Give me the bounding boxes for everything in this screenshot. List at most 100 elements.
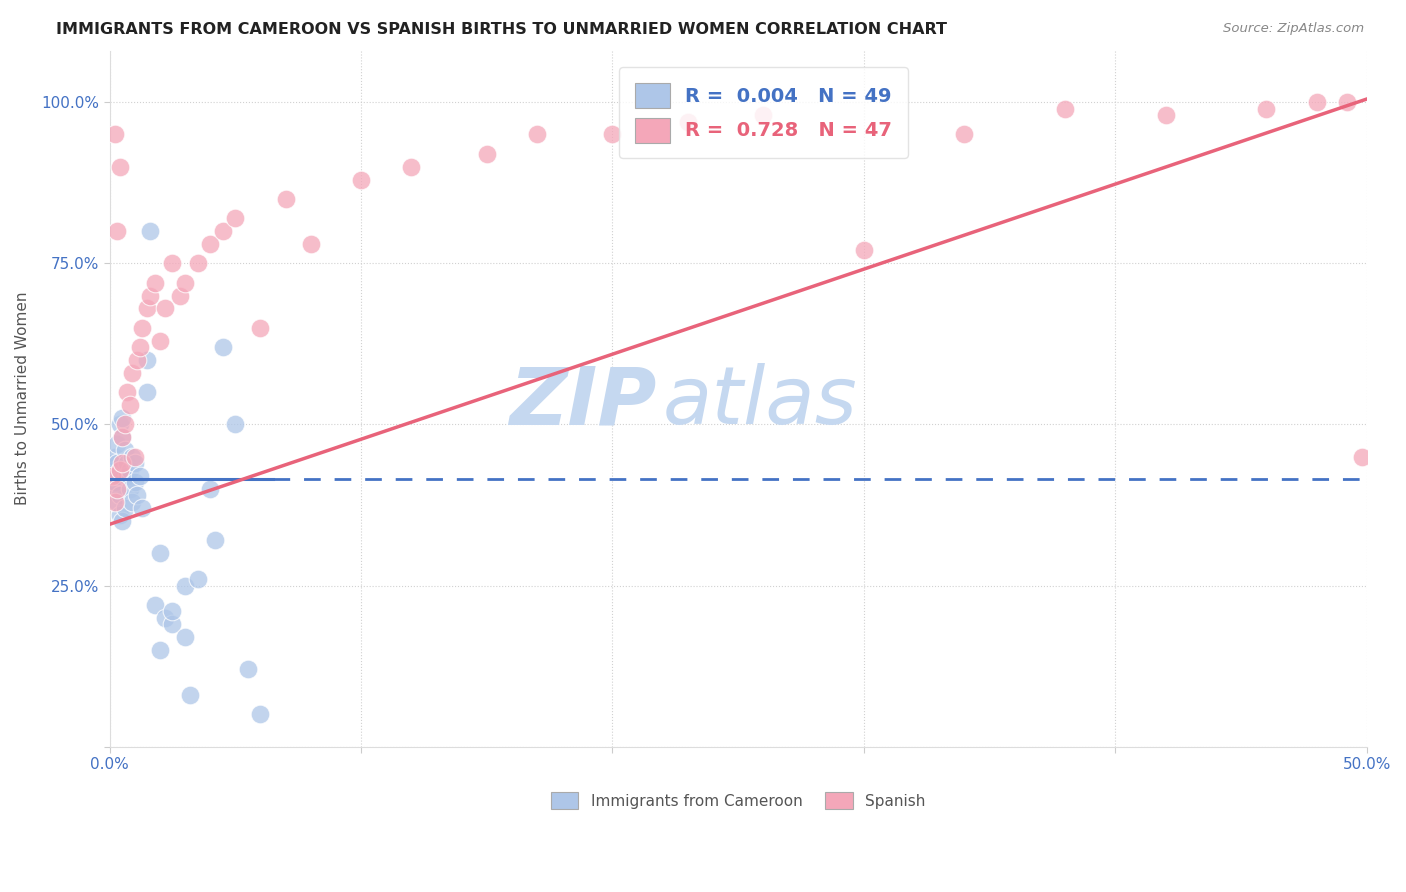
Point bbox=[105, 437, 128, 451]
Point bbox=[1305, 95, 1327, 110]
Point bbox=[249, 320, 271, 334]
Point bbox=[526, 128, 548, 142]
Point bbox=[1256, 102, 1278, 116]
Point bbox=[103, 495, 125, 509]
Point bbox=[118, 482, 141, 496]
Point bbox=[136, 353, 159, 368]
Point bbox=[149, 546, 172, 560]
Point bbox=[136, 385, 159, 400]
Point bbox=[169, 288, 191, 302]
Point bbox=[103, 475, 125, 490]
Point bbox=[124, 475, 146, 490]
Point bbox=[103, 128, 125, 142]
Point bbox=[136, 301, 159, 316]
Point bbox=[105, 456, 128, 470]
Point bbox=[108, 462, 131, 476]
Point bbox=[105, 224, 128, 238]
Point bbox=[236, 662, 259, 676]
Point bbox=[162, 604, 184, 618]
Point bbox=[186, 256, 208, 270]
Point bbox=[111, 411, 134, 425]
Point bbox=[115, 456, 138, 470]
Point bbox=[153, 611, 176, 625]
Point bbox=[105, 495, 128, 509]
Point bbox=[128, 469, 150, 483]
Point bbox=[149, 643, 172, 657]
Point bbox=[174, 578, 197, 592]
Point bbox=[1154, 108, 1177, 122]
Point bbox=[224, 211, 246, 226]
Point bbox=[211, 340, 233, 354]
Point bbox=[179, 688, 201, 702]
Point bbox=[198, 482, 221, 496]
Point bbox=[139, 288, 162, 302]
Point bbox=[1336, 95, 1358, 110]
Point bbox=[114, 501, 136, 516]
Text: atlas: atlas bbox=[662, 363, 858, 442]
Point bbox=[124, 456, 146, 470]
Point bbox=[274, 192, 297, 206]
Point bbox=[105, 482, 128, 496]
Point bbox=[118, 462, 141, 476]
Point bbox=[174, 276, 197, 290]
Point bbox=[103, 482, 125, 496]
Point bbox=[114, 417, 136, 432]
Point bbox=[475, 146, 498, 161]
Point bbox=[162, 256, 184, 270]
Point bbox=[162, 617, 184, 632]
Point bbox=[121, 450, 143, 464]
Point bbox=[139, 224, 162, 238]
Point bbox=[127, 488, 149, 502]
Text: ZIP: ZIP bbox=[509, 363, 657, 442]
Point bbox=[101, 456, 124, 470]
Point bbox=[602, 128, 624, 142]
Point bbox=[108, 462, 131, 476]
Point bbox=[149, 334, 172, 348]
Point bbox=[127, 353, 149, 368]
Point bbox=[953, 128, 976, 142]
Point bbox=[198, 237, 221, 252]
Point bbox=[124, 450, 146, 464]
Point bbox=[299, 237, 322, 252]
Point bbox=[1054, 102, 1077, 116]
Point bbox=[1351, 450, 1374, 464]
Point bbox=[105, 469, 128, 483]
Point bbox=[131, 501, 153, 516]
Point bbox=[852, 244, 875, 258]
Point bbox=[114, 443, 136, 458]
Point bbox=[174, 630, 197, 644]
Legend: Immigrants from Cameroon, Spanish: Immigrants from Cameroon, Spanish bbox=[544, 786, 932, 815]
Point bbox=[186, 572, 208, 586]
Point bbox=[143, 598, 166, 612]
Point bbox=[401, 160, 423, 174]
Point bbox=[108, 160, 131, 174]
Point bbox=[131, 320, 153, 334]
Point bbox=[111, 430, 134, 444]
Point bbox=[103, 450, 125, 464]
Point bbox=[128, 340, 150, 354]
Point bbox=[350, 172, 373, 186]
Point bbox=[108, 508, 131, 522]
Point bbox=[108, 488, 131, 502]
Point bbox=[111, 430, 134, 444]
Point bbox=[111, 456, 134, 470]
Point bbox=[153, 301, 176, 316]
Point bbox=[676, 114, 699, 128]
Text: Source: ZipAtlas.com: Source: ZipAtlas.com bbox=[1223, 22, 1364, 36]
Point bbox=[115, 469, 138, 483]
Point bbox=[101, 469, 124, 483]
Point bbox=[121, 495, 143, 509]
Point bbox=[108, 417, 131, 432]
Point bbox=[101, 469, 124, 483]
Point bbox=[118, 398, 141, 412]
Point bbox=[143, 276, 166, 290]
Point bbox=[752, 108, 775, 122]
Point bbox=[111, 514, 134, 528]
Point bbox=[211, 224, 233, 238]
Point bbox=[121, 366, 143, 380]
Text: IMMIGRANTS FROM CAMEROON VS SPANISH BIRTHS TO UNMARRIED WOMEN CORRELATION CHART: IMMIGRANTS FROM CAMEROON VS SPANISH BIRT… bbox=[56, 22, 948, 37]
Point bbox=[103, 462, 125, 476]
Point bbox=[249, 707, 271, 722]
Point bbox=[115, 385, 138, 400]
Y-axis label: Births to Unmarried Women: Births to Unmarried Women bbox=[15, 292, 30, 506]
